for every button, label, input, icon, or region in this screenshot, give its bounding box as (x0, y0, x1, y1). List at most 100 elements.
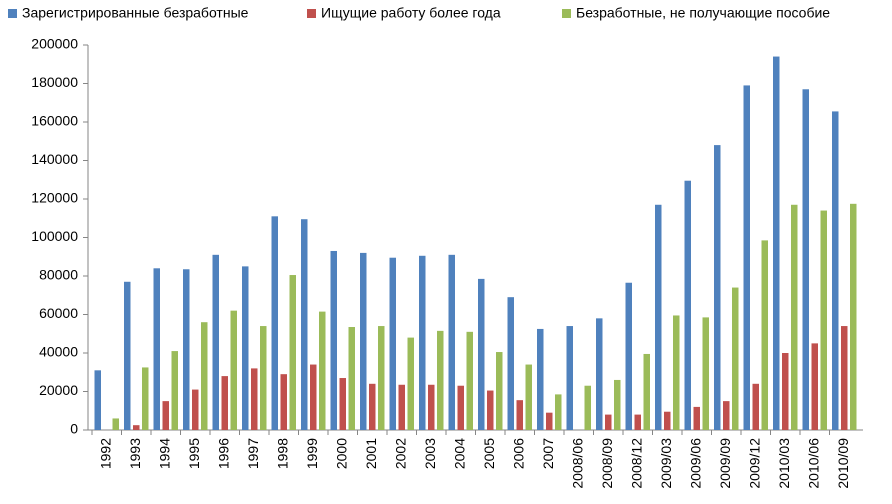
bar (133, 425, 140, 430)
bar (466, 331, 473, 430)
x-tick-label: 2001 (363, 438, 379, 469)
bar (142, 367, 149, 430)
x-tick-label: 2009/12 (746, 438, 762, 489)
x-tick-label: 2008/06 (569, 438, 585, 489)
bar (614, 379, 621, 430)
bar (743, 85, 750, 431)
bar (378, 326, 385, 430)
bar (702, 317, 709, 430)
bar (655, 204, 662, 430)
bar (555, 394, 562, 430)
x-tick-label: 1993 (127, 438, 143, 469)
x-tick-label: 2009/09 (717, 438, 733, 489)
bar (171, 351, 178, 430)
bar (714, 145, 721, 430)
bar (271, 216, 278, 430)
y-tick-label: 20000 (39, 382, 78, 398)
legend-swatch (307, 9, 316, 18)
x-tick-label: 2009/06 (687, 438, 703, 489)
x-tick-label: 2010/09 (835, 438, 851, 489)
bar (448, 254, 455, 430)
bar (566, 326, 573, 430)
bar (723, 401, 730, 430)
x-tick-label: 1998 (274, 438, 290, 469)
bar (242, 266, 249, 430)
bar (791, 204, 798, 430)
bar (251, 368, 258, 430)
bar (643, 353, 650, 430)
x-tick-label: 2004 (451, 438, 467, 469)
bar (625, 282, 632, 430)
x-tick-label: 1996 (215, 438, 231, 469)
bar (192, 389, 199, 430)
bar (124, 281, 131, 430)
bar (584, 385, 591, 430)
bar (260, 326, 267, 430)
bar (664, 411, 671, 430)
bar (389, 257, 396, 430)
bar (732, 287, 739, 430)
bar (811, 343, 818, 430)
x-tick-label: 2009/03 (658, 438, 674, 489)
bar (487, 390, 494, 430)
bar (525, 364, 532, 430)
bar (419, 255, 426, 430)
y-tick-label: 60000 (39, 305, 78, 321)
bar (832, 111, 839, 430)
y-tick-label: 0 (70, 421, 78, 437)
bar (369, 383, 376, 430)
x-tick-label: 2000 (333, 438, 349, 469)
bar (457, 385, 464, 430)
bar (212, 254, 219, 430)
bar (280, 374, 287, 430)
x-tick-label: 1999 (304, 438, 320, 469)
bar (634, 414, 641, 430)
y-tick-label: 180000 (31, 74, 78, 90)
bar (230, 310, 237, 430)
bar (201, 322, 208, 430)
bar (301, 219, 308, 430)
bar (330, 250, 337, 430)
x-tick-label: 2010/03 (776, 438, 792, 489)
bar (162, 401, 169, 430)
legend-label: Ищущие работу более года (321, 5, 501, 21)
legend-label: Зарегистрированные безработные (22, 5, 249, 21)
legend-swatch (562, 9, 571, 18)
bar (752, 383, 759, 430)
x-tick-label: 2010/06 (805, 438, 821, 489)
bar (310, 364, 317, 430)
y-tick-label: 120000 (31, 190, 78, 206)
bar (850, 203, 857, 430)
x-tick-label: 1994 (156, 438, 172, 469)
bar (478, 278, 485, 430)
bar (673, 315, 680, 430)
x-tick-label: 2002 (392, 438, 408, 469)
x-tick-label: 2008/09 (599, 438, 615, 489)
bar (773, 56, 780, 431)
x-tick-label: 1997 (245, 438, 261, 469)
bar (596, 318, 603, 430)
bar (761, 240, 768, 430)
bar (820, 210, 827, 430)
y-tick-label: 140000 (31, 151, 78, 167)
bar (496, 352, 503, 430)
x-tick-label: 2005 (481, 438, 497, 469)
x-tick-label: 1995 (186, 438, 202, 469)
bar (398, 384, 405, 430)
x-tick-label: 2008/12 (628, 438, 644, 489)
bar (428, 384, 435, 430)
x-tick-label: 1992 (97, 438, 113, 469)
bar (605, 414, 612, 430)
bar (112, 418, 119, 430)
bar (319, 311, 326, 430)
bar (153, 268, 160, 430)
bar (94, 370, 101, 430)
bar (802, 89, 809, 431)
bar (782, 353, 789, 430)
y-tick-label: 100000 (31, 228, 78, 244)
bar (360, 252, 367, 430)
bar (339, 378, 346, 430)
bar (437, 330, 444, 430)
bar (221, 376, 228, 430)
